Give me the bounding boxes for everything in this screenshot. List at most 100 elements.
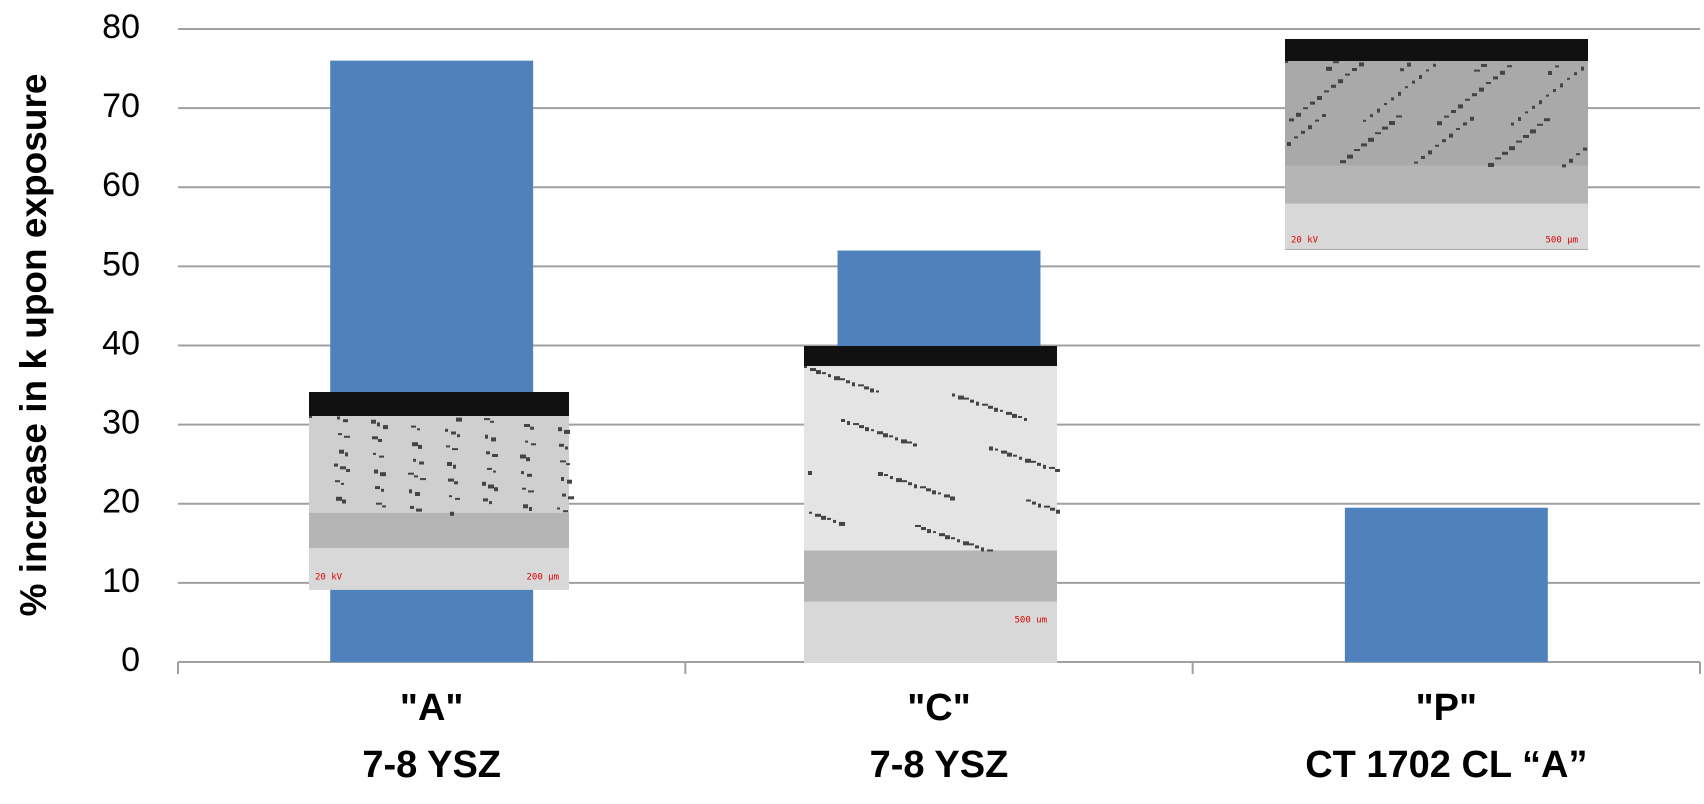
micrograph-pore	[1537, 123, 1543, 126]
micrograph-pore	[1412, 80, 1415, 84]
micrograph-pore	[484, 418, 490, 421]
micrograph-pore	[1544, 118, 1550, 122]
micrograph-pore	[487, 467, 492, 470]
micrograph-pore	[1449, 133, 1453, 138]
micrograph-label: 500 µm	[1545, 236, 1578, 246]
micrograph-label: 200 µm	[526, 573, 559, 583]
micrograph-pore	[1562, 164, 1566, 168]
micrograph-pore	[1426, 69, 1429, 72]
micrograph-pore	[870, 388, 874, 393]
micrograph-pore	[933, 531, 936, 534]
micrograph-pore	[828, 374, 831, 378]
micrograph-pore	[410, 505, 414, 509]
micrograph-pore	[1384, 103, 1387, 105]
micrograph-pore	[1428, 150, 1432, 155]
micrograph-pore	[446, 445, 450, 448]
micrograph-pore	[878, 472, 883, 476]
micrograph-pore	[1038, 503, 1041, 508]
micrograph-pore	[371, 419, 376, 424]
micrograph-pore	[1405, 86, 1408, 89]
micrograph-pore	[1025, 458, 1031, 463]
micrograph-pore	[1518, 117, 1521, 121]
micrograph-pore	[809, 511, 812, 514]
micrograph-pore	[920, 486, 926, 489]
micrograph-pore	[877, 431, 883, 435]
micrograph-pore	[945, 535, 950, 540]
micrograph-pore	[939, 533, 945, 537]
micrograph-pore	[447, 462, 452, 466]
micrograph-pore	[566, 463, 570, 466]
x-tick-label: "A"	[400, 687, 463, 729]
micrograph-pore	[1340, 160, 1346, 164]
micrograph-pore	[864, 386, 869, 390]
micrograph-pore	[528, 490, 534, 493]
micrograph-pore	[562, 493, 566, 497]
micrograph-pore	[815, 513, 821, 517]
micrograph-pore	[1435, 144, 1439, 147]
micrograph-pore	[416, 508, 422, 512]
micrograph-pore	[557, 507, 560, 510]
micrograph-pore	[833, 519, 836, 523]
micrograph-bondcoat	[309, 512, 569, 548]
micrograph-pore	[1567, 77, 1570, 80]
micrograph-pore	[455, 497, 460, 500]
micrograph-label: 500 um	[1014, 616, 1047, 626]
micrograph-pore	[970, 399, 974, 403]
micrograph-label: 20 kV	[315, 573, 343, 583]
micrograph-pore	[568, 496, 574, 500]
micrograph-pore	[567, 479, 572, 484]
micrograph-pore	[1007, 452, 1012, 457]
micrograph-pore	[822, 372, 826, 375]
micrograph-pore	[1400, 68, 1404, 72]
micrograph-pore	[1026, 499, 1031, 502]
micrograph-pore	[950, 496, 955, 501]
micrograph-pore	[1043, 464, 1046, 469]
micrograph-pore	[827, 517, 831, 520]
micrograph-pore	[1433, 63, 1436, 67]
micrograph-pore	[411, 425, 416, 428]
micrograph-pore	[1532, 105, 1535, 109]
micrograph-pore	[1486, 82, 1491, 84]
micrograph-pore	[1359, 62, 1364, 67]
micrograph-pore	[453, 464, 456, 469]
micrograph-pore	[901, 439, 907, 444]
micrograph-pore	[456, 417, 462, 422]
micrograph-pore	[1398, 91, 1401, 96]
micrograph-pore	[1523, 135, 1529, 138]
micrograph-pore	[1539, 100, 1542, 105]
micrograph-pore	[383, 425, 388, 430]
micrograph-pore	[1032, 501, 1036, 505]
micrograph-pore	[523, 504, 528, 509]
micrograph-pore	[1555, 65, 1559, 68]
micrograph-pore	[1326, 66, 1332, 71]
micrograph-pore	[1583, 147, 1587, 151]
micrograph-pore	[415, 492, 420, 496]
micrograph-pore	[884, 474, 888, 477]
micrograph-pore	[1308, 125, 1312, 130]
micrograph-pore	[372, 436, 378, 440]
micrograph-pore	[1481, 64, 1487, 67]
micrograph-pore	[1509, 146, 1515, 151]
micrograph-pore	[1493, 76, 1498, 80]
micrograph-pore	[1303, 107, 1308, 110]
micrograph-pore	[1442, 139, 1446, 143]
micrograph-top	[1285, 39, 1588, 61]
micrograph-label: 20 kV	[1291, 236, 1319, 246]
micrograph-pore	[1352, 68, 1357, 71]
micrograph-pore	[375, 486, 380, 490]
micrograph-pore	[344, 435, 350, 438]
micrograph: 20 kV 200 µm	[309, 392, 574, 590]
micrograph-pore	[457, 434, 460, 438]
micrograph-pore	[338, 433, 342, 436]
micrograph-pore	[1363, 119, 1366, 122]
micrograph-pore	[1013, 454, 1017, 457]
micrograph-pore	[1502, 151, 1508, 155]
micrograph-pore	[489, 501, 492, 505]
micrograph-pore	[853, 423, 859, 426]
micrograph-pore	[520, 454, 526, 459]
micrograph-pore	[1001, 450, 1007, 454]
micrograph-pore	[492, 454, 498, 457]
micrograph-pore	[336, 496, 342, 501]
micrograph-pore	[958, 395, 964, 400]
